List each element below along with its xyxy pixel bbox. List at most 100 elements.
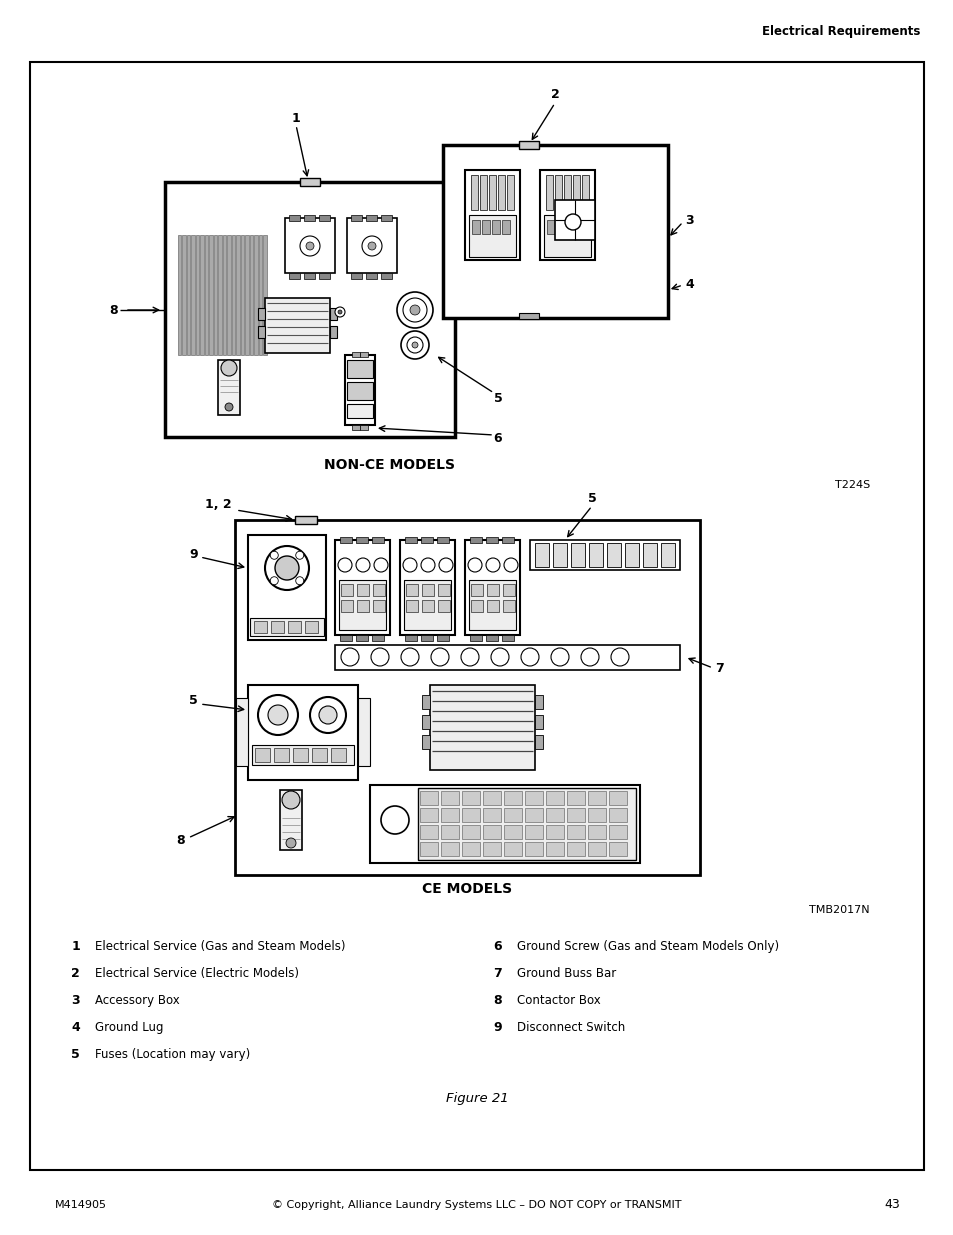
Bar [535,735,542,748]
Bar [187,235,191,354]
Bar [471,600,482,613]
Bar [241,235,244,354]
Bar [419,842,437,856]
Circle shape [355,558,370,572]
Circle shape [299,236,319,256]
Text: 8: 8 [110,304,118,316]
Bar [461,842,479,856]
Bar [252,745,354,764]
Text: 8: 8 [176,834,185,846]
Bar [481,220,490,233]
Text: 1, 2: 1, 2 [205,499,231,511]
Circle shape [431,648,449,666]
Bar [373,600,385,613]
Bar [330,308,336,320]
Bar [539,170,595,261]
Bar [535,715,542,729]
Text: 4: 4 [684,279,693,291]
Bar [437,600,450,613]
Bar [318,273,330,279]
Bar [340,584,353,597]
Bar [335,540,390,635]
Bar [501,635,514,641]
Bar [545,808,563,823]
Bar [502,584,515,597]
Bar [587,808,605,823]
Circle shape [361,236,381,256]
Bar [573,175,579,210]
Text: 7: 7 [493,967,501,981]
Bar [437,584,450,597]
Bar [347,359,373,378]
Bar [543,215,590,257]
Circle shape [503,558,517,572]
Bar [518,141,538,149]
Bar [294,516,316,524]
Circle shape [257,695,297,735]
Text: Contactor Box: Contactor Box [517,994,600,1007]
Bar [165,182,455,437]
Circle shape [286,839,295,848]
Circle shape [368,242,375,249]
Bar [479,175,486,210]
Bar [339,635,352,641]
Bar [506,175,514,210]
Text: T224S: T224S [834,480,869,490]
Bar [524,825,542,839]
Bar [530,540,679,571]
Bar [265,298,330,353]
Bar [258,235,262,354]
Bar [352,425,359,430]
Circle shape [340,648,358,666]
Bar [482,808,500,823]
Bar [471,584,482,597]
Bar [430,685,535,769]
Bar [218,235,222,354]
Bar [485,537,497,543]
Bar [642,543,657,567]
Bar [356,584,369,597]
Bar [248,535,326,640]
Bar [421,735,430,748]
Bar [340,600,353,613]
Bar [380,215,392,221]
Bar [304,215,314,221]
Text: 5: 5 [587,492,596,505]
Circle shape [268,705,288,725]
Bar [417,788,636,860]
Bar [254,748,270,762]
Bar [503,790,521,805]
Bar [566,808,584,823]
Text: 3: 3 [684,214,693,226]
Text: TMB2017N: TMB2017N [808,905,869,915]
Text: 43: 43 [883,1198,899,1212]
Text: 2: 2 [71,967,80,981]
Bar [608,825,626,839]
Bar [588,543,602,567]
Bar [420,635,433,641]
Circle shape [438,558,453,572]
Bar [436,635,449,641]
Circle shape [610,648,628,666]
Bar [440,808,458,823]
Circle shape [306,242,314,249]
Bar [440,842,458,856]
Bar [293,748,308,762]
Bar [271,621,284,634]
Circle shape [374,558,388,572]
Bar [660,543,675,567]
Bar [339,537,352,543]
Bar [210,235,213,354]
Bar [524,808,542,823]
Bar [357,698,370,766]
Circle shape [274,556,298,580]
Circle shape [337,558,352,572]
Bar [608,808,626,823]
Text: 2: 2 [550,89,558,101]
Text: CE MODELS: CE MODELS [421,882,512,897]
Bar [205,235,209,354]
Bar [250,235,253,354]
Circle shape [335,308,345,317]
Circle shape [485,558,499,572]
Bar [370,785,639,863]
